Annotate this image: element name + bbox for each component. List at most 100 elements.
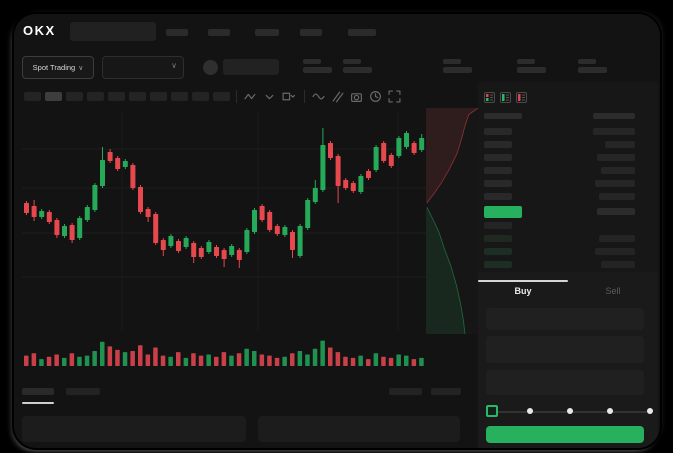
timeframe-button[interactable] [108, 92, 125, 101]
ask-price-placeholder[interactable] [484, 180, 512, 187]
orderbook-price-header[interactable] [484, 113, 522, 119]
timeframe-button[interactable] [66, 92, 83, 101]
candlestick [396, 138, 402, 156]
tab-buy[interactable]: Buy [514, 286, 532, 296]
volume-bar [244, 348, 249, 366]
trading-app-window: OKX Spot Trading ∨ ∨ Buy Sell [14, 14, 660, 448]
bottom-link-placeholder[interactable] [389, 388, 422, 395]
bid-price-placeholder[interactable] [484, 261, 512, 268]
timeframe-button[interactable] [171, 92, 188, 101]
ask-price-placeholder[interactable] [484, 141, 512, 148]
orderbook-depth-overlay[interactable] [426, 108, 478, 334]
candlestick [214, 247, 219, 256]
candlestick [191, 243, 197, 257]
bottom-tab-placeholder[interactable] [66, 388, 100, 395]
buy-submit-button[interactable] [486, 426, 644, 443]
timeframe-button[interactable] [150, 92, 167, 101]
stat-value-placeholder [303, 67, 332, 73]
ask-price-placeholder[interactable] [484, 128, 512, 135]
candlestick [419, 138, 425, 150]
candlestick [24, 203, 29, 213]
nav-item-placeholder[interactable] [208, 29, 230, 36]
ask-price-placeholder[interactable] [484, 154, 512, 161]
book-asks-icon[interactable] [516, 90, 527, 103]
ask-amount-placeholder[interactable] [595, 180, 635, 187]
ask-amount-placeholder[interactable] [605, 141, 635, 148]
orderbook-amount-header[interactable] [593, 113, 635, 119]
pair-selector-dropdown[interactable]: ∨ [102, 56, 184, 79]
ask-amount-placeholder[interactable] [593, 128, 635, 135]
last-price-highlight[interactable] [484, 206, 522, 218]
bottom-link-placeholder[interactable] [431, 388, 461, 395]
slider-stop[interactable] [567, 408, 573, 414]
camera-snapshot-icon[interactable] [350, 90, 363, 103]
volume-bar [320, 340, 325, 366]
bid-amount-placeholder[interactable] [595, 248, 635, 255]
trade-form: Buy Sell [478, 272, 658, 448]
book-bids-icon[interactable] [500, 90, 511, 103]
volume-bar [259, 354, 265, 366]
stat-label-placeholder [443, 59, 461, 64]
slider-stop-active[interactable] [486, 405, 498, 417]
candlestick [274, 226, 280, 234]
timeframe-button[interactable] [192, 92, 209, 101]
bid-price-placeholder[interactable] [484, 222, 512, 229]
market-type-selector[interactable]: Spot Trading ∨ [22, 56, 94, 79]
order-book [478, 82, 658, 272]
slider-stop[interactable] [527, 408, 533, 414]
timeframe-button[interactable] [213, 92, 230, 101]
volume-bar [39, 359, 44, 366]
indicator-zigzag-icon[interactable] [244, 90, 257, 103]
ask-price-placeholder[interactable] [484, 193, 512, 200]
nav-item-placeholder[interactable] [255, 29, 279, 36]
amount-input[interactable] [486, 336, 644, 363]
book-combined-icon[interactable] [484, 90, 495, 103]
timeframe-button[interactable] [45, 92, 62, 101]
chevron-down-icon[interactable] [263, 90, 276, 103]
bid-price-placeholder[interactable] [484, 235, 512, 242]
buy-tab-indicator [478, 280, 568, 282]
price-input[interactable] [486, 308, 644, 330]
candlestick-chart[interactable] [22, 110, 426, 332]
slider-stop[interactable] [607, 408, 613, 414]
volume-bar [335, 352, 341, 366]
timeframe-button[interactable] [24, 92, 41, 101]
bid-amount-placeholder[interactable] [601, 261, 635, 268]
candlestick [107, 152, 113, 161]
volume-bar [115, 349, 120, 366]
drawing-tools-icon[interactable] [331, 90, 344, 103]
ask-amount-placeholder[interactable] [601, 167, 635, 174]
nav-item-placeholder[interactable] [166, 29, 188, 36]
search-input[interactable] [70, 22, 156, 41]
ask-price-placeholder[interactable] [484, 167, 512, 174]
nav-item-placeholder[interactable] [300, 29, 322, 36]
candlestick [236, 250, 242, 260]
tab-sell[interactable]: Sell [605, 286, 621, 296]
stat-label-placeholder [303, 59, 321, 64]
candlestick [358, 176, 364, 192]
template-box-chevron-icon[interactable] [282, 90, 296, 103]
total-input[interactable] [486, 370, 644, 395]
bottom-tab-active-placeholder[interactable] [22, 388, 54, 395]
ask-amount-placeholder[interactable] [597, 154, 635, 161]
ask-amount-placeholder[interactable] [599, 193, 635, 200]
volume-bar [168, 356, 173, 366]
candlestick [92, 185, 98, 210]
candlestick [69, 225, 75, 240]
volume-bar [396, 354, 401, 366]
slider-stop[interactable] [647, 408, 653, 414]
bid-price-placeholder[interactable] [484, 248, 512, 255]
volume-chart [24, 340, 424, 366]
timeframe-button[interactable] [87, 92, 104, 101]
line-type-wave-icon[interactable] [312, 90, 325, 103]
candlestick [244, 230, 250, 252]
volume-bar [206, 354, 211, 366]
history-clock-icon[interactable] [369, 90, 382, 103]
bid-amount-placeholder[interactable] [599, 235, 635, 242]
fullscreen-icon[interactable] [388, 90, 401, 103]
last-amount-placeholder[interactable] [597, 208, 635, 215]
volume-bar [381, 356, 386, 366]
nav-item-placeholder[interactable] [348, 29, 376, 36]
timeframe-button[interactable] [129, 92, 146, 101]
chevron-down-icon: ∨ [78, 64, 84, 72]
